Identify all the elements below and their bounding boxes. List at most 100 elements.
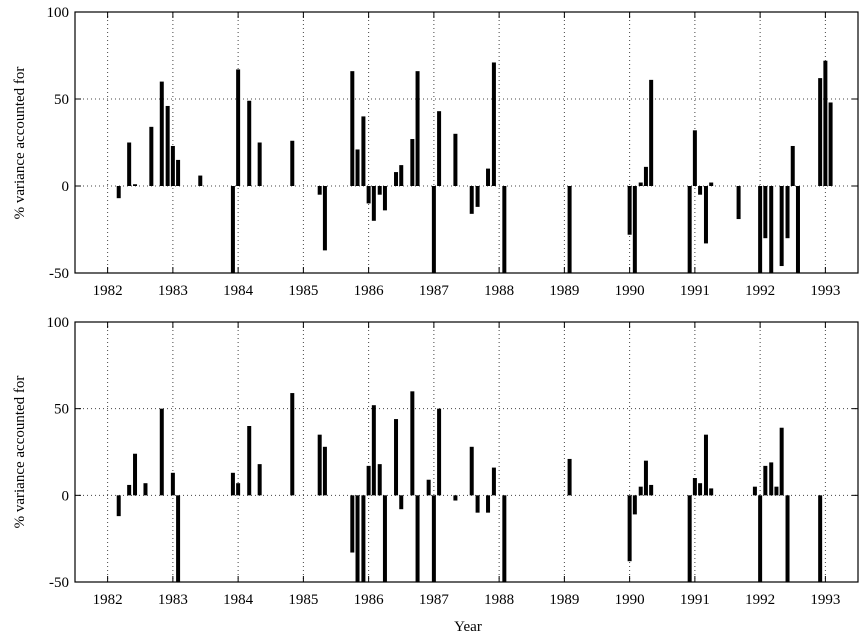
bar — [779, 186, 784, 267]
bar — [790, 145, 795, 186]
bar — [322, 446, 327, 496]
bar — [127, 142, 132, 186]
bar — [236, 69, 241, 186]
bar — [290, 140, 295, 186]
bar — [410, 391, 415, 496]
x-tick-label: 1985 — [288, 592, 318, 608]
bar — [415, 71, 420, 186]
bar — [133, 184, 138, 186]
x-tick-label: 1988 — [484, 592, 514, 608]
bar — [317, 186, 322, 195]
bar — [382, 495, 387, 582]
x-tick-label: 1986 — [354, 592, 385, 608]
bar — [638, 182, 643, 186]
bar — [236, 483, 241, 496]
x-tick-label: 1984 — [223, 592, 254, 608]
y-tick-label: 50 — [54, 92, 69, 108]
bar — [752, 486, 757, 496]
bar — [350, 495, 355, 553]
bar — [649, 484, 654, 496]
x-tick-label: 1991 — [680, 592, 710, 608]
bar — [692, 478, 697, 496]
bar — [795, 186, 800, 273]
bar — [736, 186, 741, 220]
x-tick-label: 1982 — [93, 592, 123, 608]
bar — [785, 186, 790, 239]
bar — [469, 446, 474, 496]
bar — [322, 186, 327, 251]
bar — [567, 186, 572, 273]
bar — [709, 488, 714, 496]
bar — [176, 495, 181, 582]
x-tick-label: 1986 — [354, 283, 385, 299]
y-tick-label: -50 — [49, 266, 69, 282]
bar — [758, 495, 763, 582]
bar — [502, 186, 507, 273]
y-tick-label: 0 — [62, 488, 70, 504]
y-tick-label: 0 — [62, 179, 70, 195]
bar — [709, 182, 714, 186]
bar — [627, 495, 632, 562]
bar — [230, 472, 235, 496]
bar — [649, 79, 654, 186]
bar — [643, 166, 648, 186]
x-tick-label: 1992 — [745, 283, 775, 299]
y-tick-label: -50 — [49, 575, 69, 591]
bar — [475, 495, 480, 513]
x-tick-label: 1984 — [223, 283, 254, 299]
bar — [453, 133, 458, 186]
x-tick-label: 1990 — [615, 283, 645, 299]
bar — [692, 130, 697, 186]
x-tick-label: 1989 — [549, 592, 579, 608]
bar — [247, 426, 252, 496]
bar — [399, 495, 404, 510]
bar — [377, 186, 382, 195]
bar — [371, 186, 376, 221]
bar — [491, 62, 496, 186]
bar — [486, 168, 491, 186]
y-tick-label: 100 — [47, 315, 70, 331]
bar — [502, 495, 507, 582]
bar — [779, 427, 784, 496]
bar — [785, 495, 790, 582]
bar — [247, 100, 252, 186]
bar — [366, 465, 371, 496]
bar — [818, 78, 823, 186]
bar — [116, 186, 121, 199]
bar — [643, 460, 648, 496]
x-tick-label: 1990 — [615, 592, 645, 608]
bar — [703, 186, 708, 244]
bar — [703, 434, 708, 496]
bar — [394, 419, 399, 496]
bar — [769, 462, 774, 496]
bar — [399, 165, 404, 186]
bar — [377, 464, 382, 496]
bar — [290, 393, 295, 496]
x-tick-label: 1985 — [288, 283, 318, 299]
bar — [431, 495, 436, 582]
bar — [159, 81, 164, 186]
x-tick-label: 1991 — [680, 283, 710, 299]
bar — [355, 495, 360, 582]
bar — [758, 186, 763, 273]
bar — [632, 186, 637, 273]
bar — [687, 495, 692, 582]
y-tick-label: 50 — [54, 402, 69, 418]
bar — [437, 111, 442, 186]
bar — [774, 486, 779, 496]
bar — [763, 186, 768, 239]
bar — [350, 71, 355, 186]
x-tick-label: 1989 — [549, 283, 579, 299]
bar — [698, 186, 703, 195]
bar — [475, 186, 480, 207]
bar — [230, 186, 235, 273]
bottom-panel: 1982 1983 1984 1985 1986 1987 1988 1989 1990 1991… — [47, 315, 859, 608]
plot-frame — [74, 11, 859, 274]
bar — [687, 186, 692, 273]
bar — [382, 186, 387, 211]
bar — [366, 186, 371, 204]
bar — [632, 495, 637, 515]
bar — [426, 479, 431, 496]
bar — [410, 139, 415, 186]
bar — [415, 495, 420, 582]
